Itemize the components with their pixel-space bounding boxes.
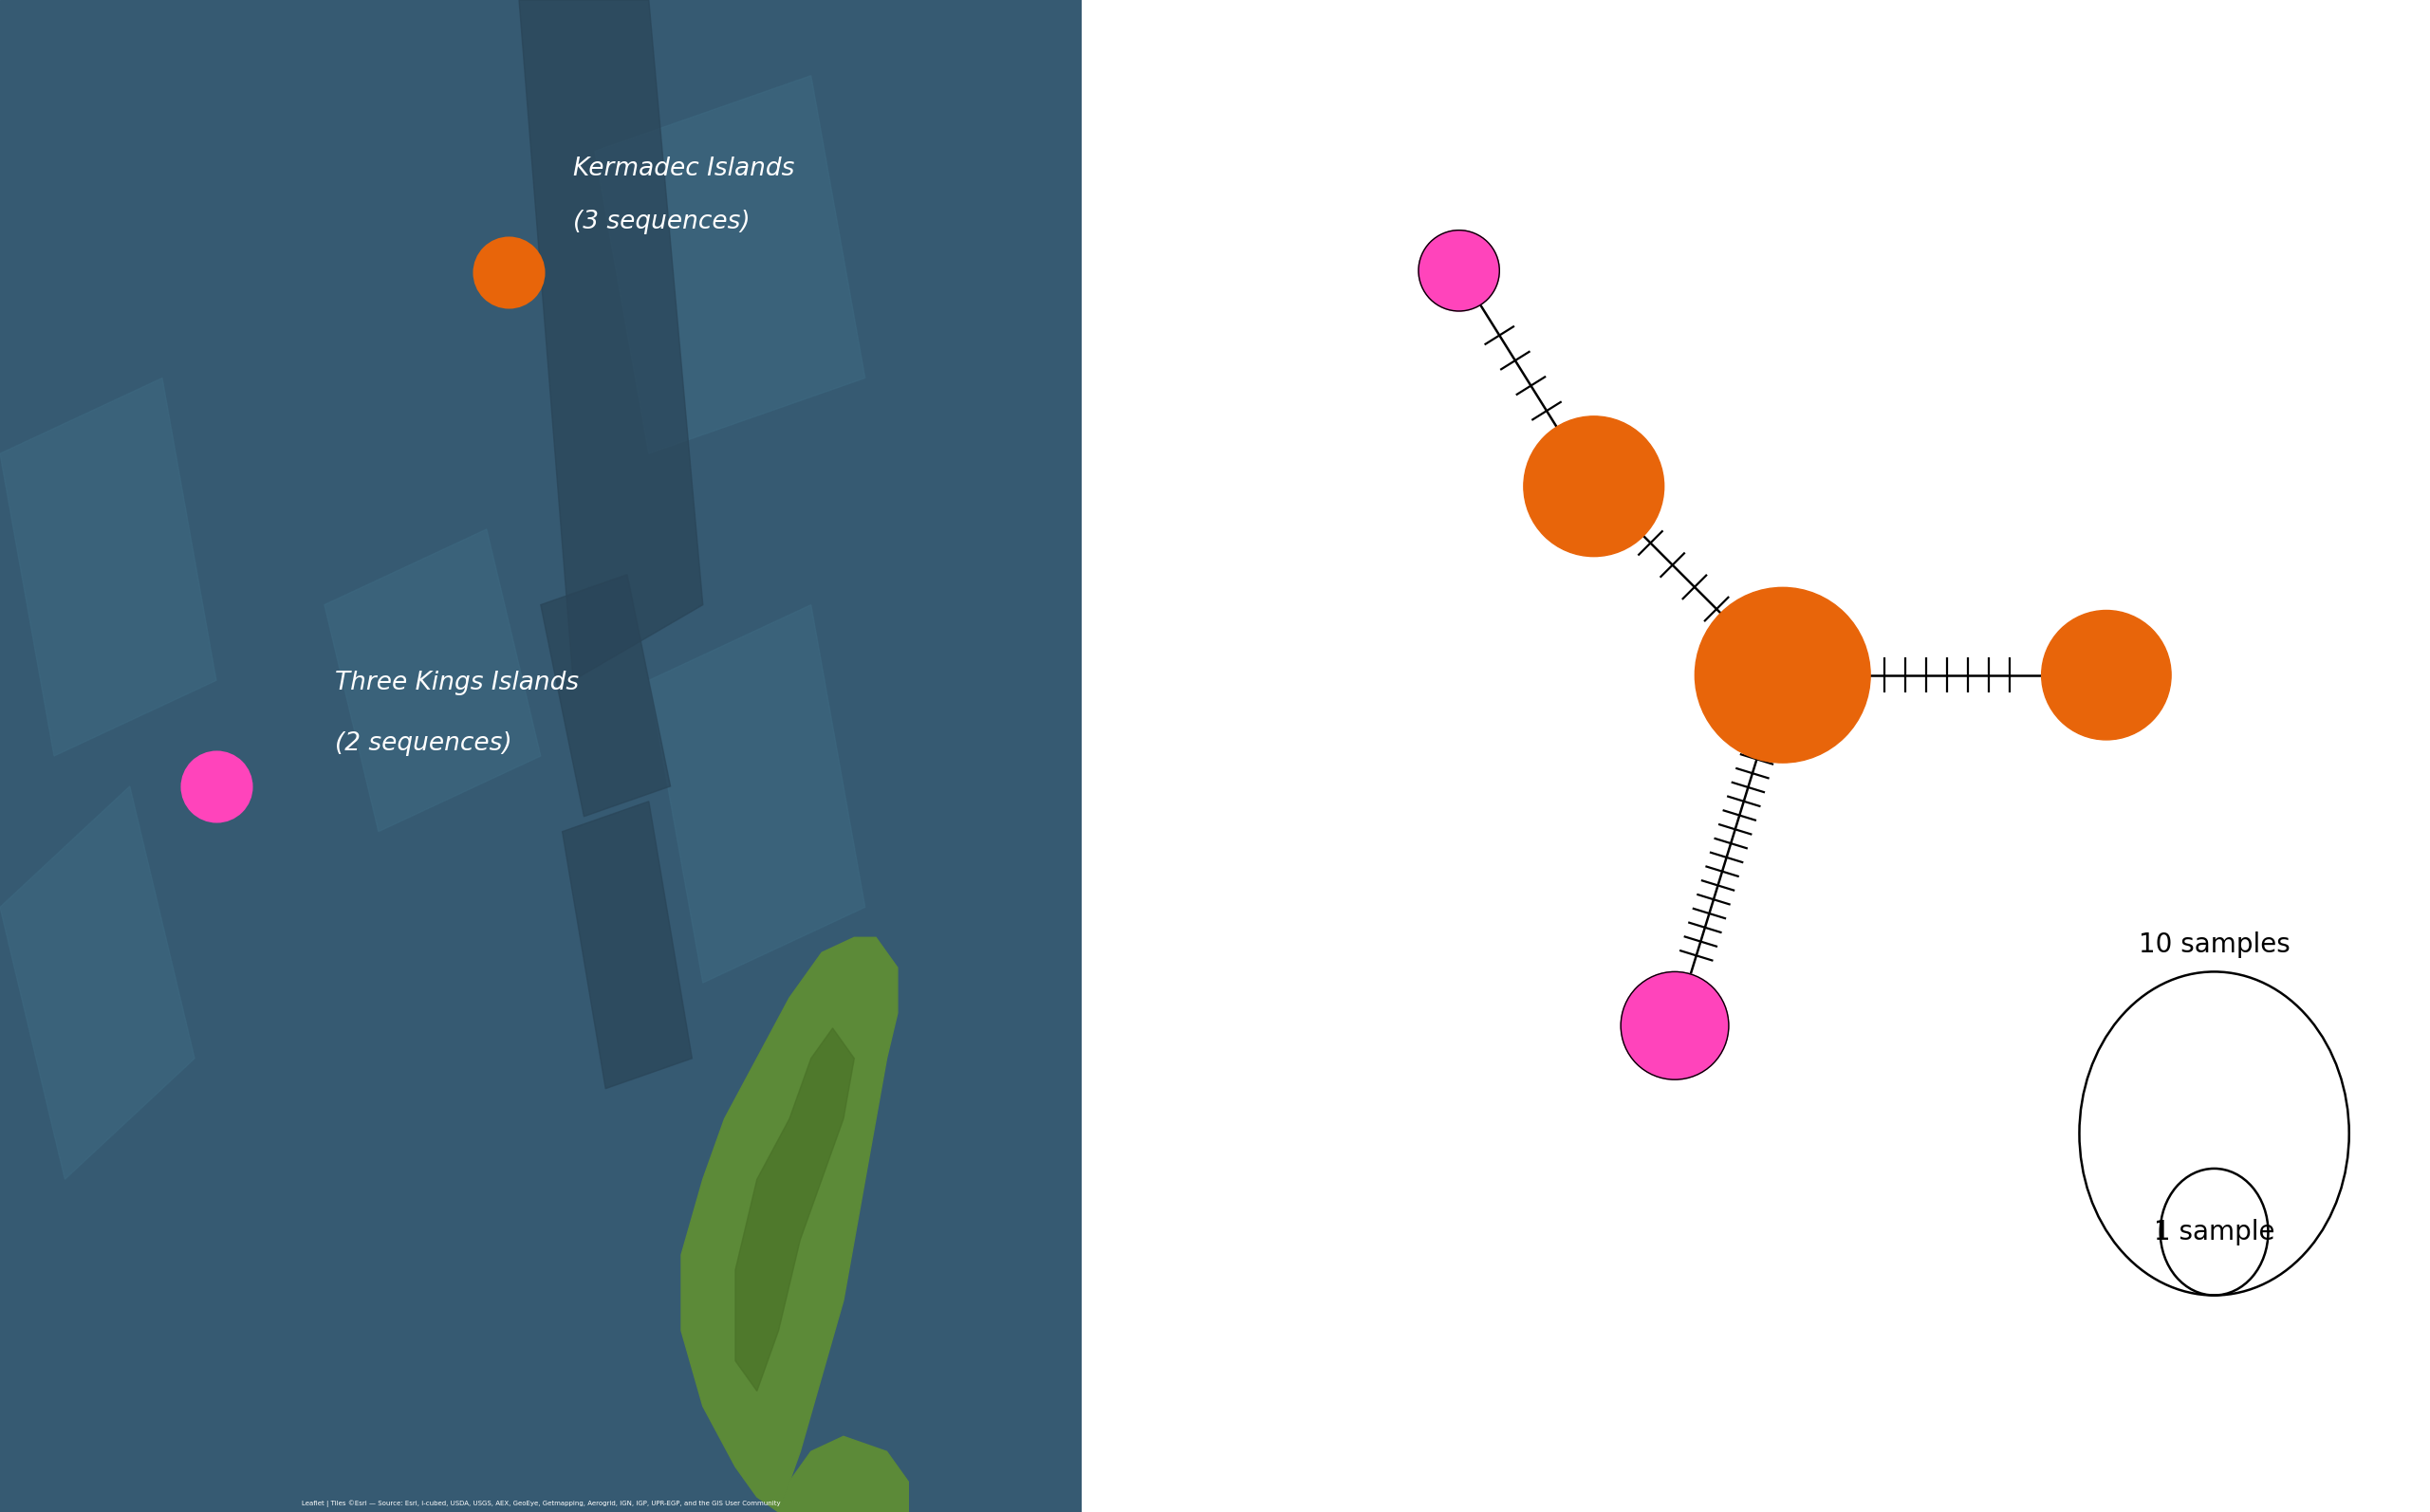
Polygon shape <box>323 529 539 832</box>
Bar <box>0 0 1081 76</box>
Text: (3 sequences): (3 sequences) <box>573 210 751 234</box>
Circle shape <box>1696 588 1871 762</box>
Bar <box>0 1361 1081 1436</box>
Bar <box>0 227 1081 302</box>
Bar <box>0 151 1081 227</box>
Polygon shape <box>595 76 865 454</box>
Bar <box>0 302 1081 378</box>
Bar <box>0 605 1081 680</box>
Text: Three Kings Islands: Three Kings Islands <box>335 671 578 696</box>
Text: 1 sample: 1 sample <box>2153 1219 2274 1246</box>
Bar <box>0 756 1081 832</box>
Polygon shape <box>0 786 194 1179</box>
Bar <box>0 832 1081 907</box>
Circle shape <box>1524 416 1665 556</box>
Circle shape <box>1621 972 1728 1080</box>
Text: (2 sequences): (2 sequences) <box>335 732 513 756</box>
Polygon shape <box>680 937 897 1512</box>
Circle shape <box>1419 230 1499 311</box>
Bar <box>0 378 1081 454</box>
Bar <box>0 1436 1081 1512</box>
Bar <box>0 1134 1081 1210</box>
Bar <box>0 76 1081 151</box>
Polygon shape <box>778 1436 909 1512</box>
Bar <box>0 680 1081 756</box>
Circle shape <box>2041 611 2170 739</box>
Polygon shape <box>520 0 702 680</box>
Point <box>197 774 236 798</box>
Polygon shape <box>561 801 693 1089</box>
Text: Kermadec Islands: Kermadec Islands <box>573 157 795 181</box>
Bar <box>0 1058 1081 1134</box>
Text: 10 samples: 10 samples <box>2138 931 2289 959</box>
Point <box>488 260 527 284</box>
Polygon shape <box>0 378 216 756</box>
Polygon shape <box>649 605 865 983</box>
Bar <box>0 1285 1081 1361</box>
Bar <box>0 1210 1081 1285</box>
Bar <box>0 983 1081 1058</box>
Bar <box>0 529 1081 605</box>
Text: Leaflet | Tiles ©Esri — Source: Esri, i-cubed, USDA, USGS, AEX, GeoEye, Getmappi: Leaflet | Tiles ©Esri — Source: Esri, i-… <box>301 1500 780 1507</box>
Polygon shape <box>539 575 671 816</box>
Bar <box>0 907 1081 983</box>
Bar <box>0 454 1081 529</box>
Polygon shape <box>736 1028 855 1391</box>
